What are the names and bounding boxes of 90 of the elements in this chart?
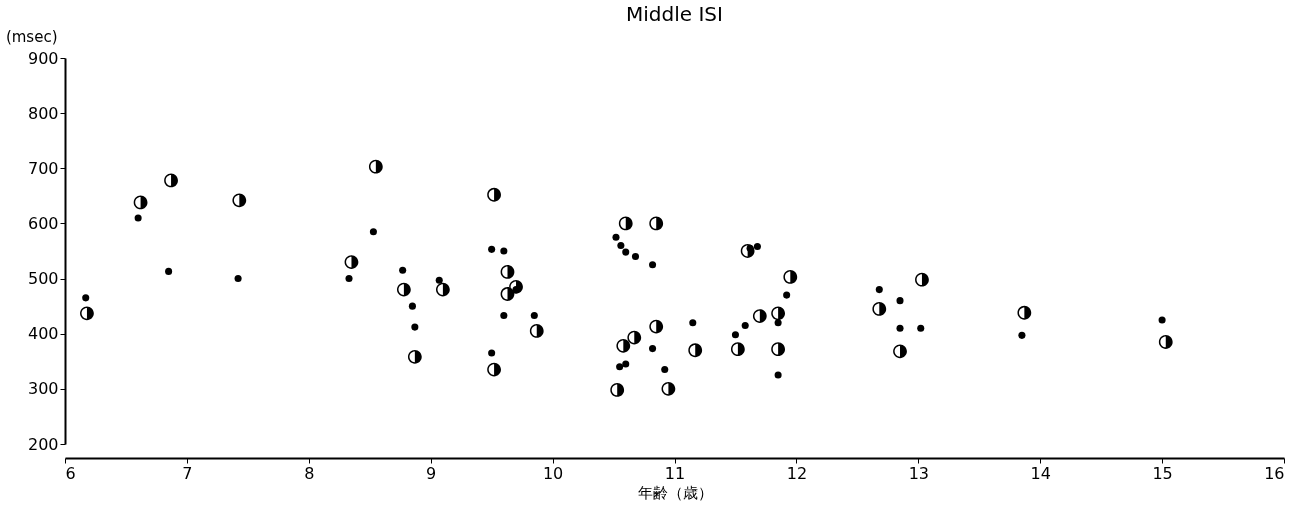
- x-tick-label: 11: [664, 463, 686, 483]
- point: [1158, 335, 1173, 349]
- point: [688, 343, 703, 358]
- y-tick-label: 800: [27, 103, 59, 123]
- point: [164, 173, 178, 188]
- point: [1018, 331, 1026, 339]
- point: [165, 267, 173, 275]
- point: [1158, 316, 1166, 324]
- point: [436, 282, 450, 297]
- point: [771, 342, 786, 357]
- point: [435, 276, 443, 284]
- point: [487, 187, 501, 202]
- point: [82, 294, 90, 302]
- point: [610, 383, 625, 397]
- point: [616, 338, 631, 353]
- point: [369, 228, 377, 236]
- x-tick-label: 7: [182, 463, 193, 483]
- point: [783, 291, 791, 299]
- point: [488, 245, 496, 253]
- y-tick-label: 500: [27, 269, 59, 289]
- point: [661, 381, 676, 396]
- point: [134, 214, 142, 222]
- point: [234, 275, 242, 283]
- point: [649, 261, 657, 269]
- point: [774, 319, 782, 327]
- point: [1017, 305, 1032, 320]
- point: [411, 323, 419, 331]
- x-tick-label: 15: [1152, 463, 1173, 483]
- point: [530, 311, 538, 320]
- point: [783, 270, 798, 284]
- point: [488, 349, 496, 357]
- point: [753, 243, 761, 251]
- point: [529, 324, 544, 338]
- y-tick-label: 700: [27, 158, 59, 178]
- y-tick-label: 400: [27, 324, 59, 344]
- point: [133, 195, 148, 210]
- point: [689, 319, 697, 327]
- point: [622, 248, 630, 256]
- point: [649, 319, 664, 334]
- x-tick-label: 16: [1264, 463, 1285, 483]
- x-axis-title: 年齢（歳）: [637, 483, 713, 502]
- point: [344, 255, 359, 269]
- chart-title: Middle ISI: [626, 2, 723, 26]
- point: [915, 272, 929, 287]
- point: [408, 302, 416, 310]
- point: [407, 349, 422, 364]
- point: [649, 216, 664, 231]
- point: [661, 366, 669, 374]
- x-tick-label: 9: [426, 463, 437, 483]
- point: [896, 297, 904, 305]
- x-tick-label: 14: [1030, 463, 1051, 483]
- y-axis-title: (msec): [5, 27, 58, 46]
- point: [617, 241, 625, 250]
- y-tick-label: 600: [27, 213, 59, 233]
- point: [741, 321, 749, 329]
- point: [616, 363, 624, 371]
- point: [875, 286, 883, 294]
- point: [345, 275, 353, 283]
- point: [622, 360, 630, 368]
- point: [771, 306, 786, 321]
- point: [731, 331, 739, 339]
- point: [399, 266, 407, 274]
- point: [896, 324, 904, 332]
- point: [917, 324, 925, 332]
- x-tick-label: 13: [908, 463, 929, 483]
- point: [368, 159, 383, 174]
- point: [80, 306, 94, 321]
- point: [500, 265, 515, 279]
- point: [500, 311, 508, 320]
- point: [487, 362, 501, 377]
- y-tick-label: 300: [27, 379, 59, 399]
- point: [872, 302, 887, 316]
- point: [649, 345, 657, 353]
- point: [731, 342, 745, 357]
- point: [631, 252, 640, 261]
- point: [774, 371, 782, 379]
- point: [612, 233, 620, 241]
- point: [396, 282, 411, 297]
- point: [500, 247, 508, 255]
- point: [893, 344, 907, 359]
- x-tick-label: 8: [304, 463, 315, 483]
- x-tick-label: 6: [65, 463, 76, 483]
- y-tick-label: 900: [27, 48, 59, 68]
- point: [627, 330, 642, 345]
- point: [752, 309, 767, 323]
- y-tick-label: 200: [27, 434, 59, 454]
- point: [618, 216, 633, 231]
- x-tick-label: 10: [542, 463, 564, 483]
- x-tick-label: 12: [786, 463, 808, 483]
- point: [232, 193, 247, 208]
